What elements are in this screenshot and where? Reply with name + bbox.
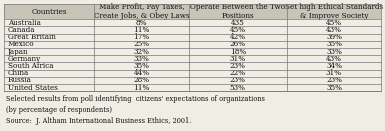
Text: Canada: Canada <box>8 26 35 34</box>
Text: 34%: 34% <box>326 62 342 70</box>
Text: 35%: 35% <box>326 40 342 48</box>
Text: 33%: 33% <box>326 48 342 56</box>
Text: 42%: 42% <box>230 33 246 41</box>
Text: 22%: 22% <box>230 69 246 77</box>
Text: 31%: 31% <box>230 55 246 63</box>
Text: 43%: 43% <box>326 26 342 34</box>
Text: Set high Ethical Standards
& Improve Society: Set high Ethical Standards & Improve Soc… <box>285 3 383 20</box>
Text: 8%: 8% <box>136 19 147 27</box>
Text: United States: United States <box>8 84 57 92</box>
Text: 25%: 25% <box>134 40 150 48</box>
Text: 32%: 32% <box>134 48 149 56</box>
Text: 28%: 28% <box>134 76 150 84</box>
Text: 35%: 35% <box>134 62 149 70</box>
Text: Great Britain: Great Britain <box>8 33 55 41</box>
Text: 53%: 53% <box>230 84 246 92</box>
Text: Germany: Germany <box>8 55 41 63</box>
Text: 435: 435 <box>231 19 244 27</box>
Text: 17%: 17% <box>134 33 150 41</box>
Text: Australia: Australia <box>8 19 40 27</box>
Text: 26%: 26% <box>230 40 246 48</box>
Text: Selected results from poll identifying  citizens' expectations of organizations: Selected results from poll identifying c… <box>6 95 264 103</box>
Text: 31%: 31% <box>326 69 342 77</box>
Text: Make Profit, Pay Taxes,
Create Jobs, & Obey Laws: Make Profit, Pay Taxes, Create Jobs, & O… <box>94 3 189 20</box>
Text: 33%: 33% <box>134 55 149 63</box>
Text: Operate Between the Two
Positions: Operate Between the Two Positions <box>190 3 285 20</box>
Text: Mexico: Mexico <box>8 40 34 48</box>
Bar <box>4 4 381 91</box>
Text: 45%: 45% <box>326 19 342 27</box>
Text: 18%: 18% <box>229 48 246 56</box>
Text: South Africa: South Africa <box>8 62 53 70</box>
Text: 39%: 39% <box>326 33 342 41</box>
Text: 45%: 45% <box>230 26 246 34</box>
Text: 23%: 23% <box>326 76 342 84</box>
Text: Countries: Countries <box>31 7 67 15</box>
Text: 35%: 35% <box>326 84 342 92</box>
Text: Source:  J. Altham International Business Ethics, 2001.: Source: J. Altham International Business… <box>6 117 191 125</box>
Text: Russia: Russia <box>8 76 32 84</box>
Text: Japan: Japan <box>8 48 28 56</box>
Bar <box>4 4 381 19</box>
Text: 11%: 11% <box>133 84 150 92</box>
Text: 23%: 23% <box>230 76 246 84</box>
Text: (by percentage of respondents): (by percentage of respondents) <box>6 106 112 114</box>
Text: 43%: 43% <box>326 55 342 63</box>
Text: 44%: 44% <box>134 69 150 77</box>
Text: 11%: 11% <box>133 26 150 34</box>
Text: 23%: 23% <box>230 62 246 70</box>
Text: China: China <box>8 69 29 77</box>
